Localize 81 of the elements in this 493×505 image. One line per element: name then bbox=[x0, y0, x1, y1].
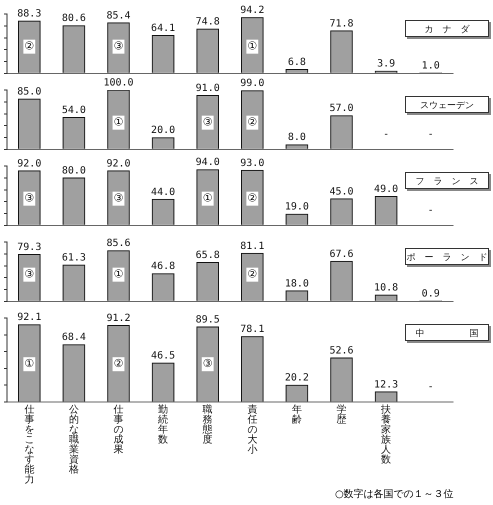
annotation: ③ bbox=[24, 192, 34, 205]
data-label: 74.8 bbox=[196, 16, 220, 28]
data-label: 92.0 bbox=[17, 158, 42, 170]
data-label: 0.9 bbox=[422, 288, 440, 300]
annotation: ① bbox=[114, 116, 124, 129]
data-label: 44.0 bbox=[151, 186, 176, 198]
annotation: ③ bbox=[202, 116, 213, 129]
text: - bbox=[428, 382, 434, 393]
annotation: ① bbox=[114, 268, 124, 281]
text: - bbox=[383, 128, 390, 140]
annotation: ② bbox=[247, 192, 258, 205]
data-label: 64.1 bbox=[151, 22, 176, 34]
data-label: 8.0 bbox=[288, 132, 306, 144]
data-label: 12.3 bbox=[374, 379, 398, 390]
data-label: 92.1 bbox=[17, 312, 42, 324]
text: ○数字は各国での１～３位 bbox=[335, 488, 454, 501]
annotation: ① bbox=[202, 192, 213, 205]
data-label: 85.4 bbox=[106, 10, 131, 22]
text: スウェーデン bbox=[420, 100, 474, 111]
data-label: 61.3 bbox=[62, 252, 86, 264]
data-label: 94.2 bbox=[240, 5, 264, 16]
annotation: ③ bbox=[114, 192, 124, 205]
data-label: 80.0 bbox=[62, 165, 86, 176]
data-label: 93.0 bbox=[240, 158, 264, 169]
data-label: 99.0 bbox=[240, 78, 264, 90]
annotation: ③ bbox=[202, 357, 213, 370]
x-tick-label: 年齢 bbox=[292, 404, 302, 426]
text: - bbox=[428, 128, 434, 140]
data-label: 65.8 bbox=[196, 250, 220, 261]
data-label: 1.0 bbox=[422, 60, 440, 72]
data-label: 85.6 bbox=[106, 238, 131, 250]
x-tick-label: 扶養家族人数 bbox=[380, 404, 392, 466]
data-label: 71.8 bbox=[329, 18, 354, 30]
annotation: ③ bbox=[114, 40, 124, 53]
text: カ ナ ダ bbox=[424, 24, 470, 35]
x-tick-label: 勤続年数 bbox=[157, 404, 168, 446]
text: ポ ー ラ ン ド bbox=[406, 252, 488, 263]
data-label: 94.0 bbox=[196, 157, 220, 168]
data-label: 49.0 bbox=[374, 184, 398, 195]
data-label: 79.3 bbox=[17, 242, 42, 253]
x-tick-label: 仕事をこなす能力 bbox=[24, 404, 34, 486]
annotation: ② bbox=[114, 357, 124, 370]
annotation: ② bbox=[247, 116, 258, 129]
x-tick-label: 責任の大小 bbox=[246, 404, 258, 456]
data-label: 92.0 bbox=[106, 158, 131, 170]
data-label: 88.3 bbox=[17, 8, 42, 20]
data-label: 3.9 bbox=[377, 58, 396, 70]
data-label: 91.2 bbox=[106, 312, 131, 324]
data-label: 78.1 bbox=[240, 324, 264, 335]
data-label: 89.5 bbox=[196, 314, 220, 326]
text: - bbox=[428, 204, 434, 216]
data-label: 45.0 bbox=[329, 186, 354, 198]
data-label: 54.0 bbox=[62, 104, 86, 116]
text: フ ラ ン ス bbox=[416, 176, 478, 187]
data-label: 10.8 bbox=[374, 282, 398, 294]
data-label: 100.0 bbox=[103, 78, 134, 89]
data-label: 52.6 bbox=[329, 345, 354, 356]
data-label: 80.6 bbox=[62, 13, 86, 24]
text: 中 国 bbox=[416, 328, 478, 339]
data-label: 46.5 bbox=[151, 350, 176, 362]
data-label: 57.0 bbox=[329, 103, 354, 114]
x-tick-label: 仕事の成果 bbox=[114, 404, 124, 456]
data-label: 81.1 bbox=[240, 240, 264, 252]
x-tick-label: 学歴 bbox=[336, 404, 346, 426]
annotation: ② bbox=[24, 40, 34, 53]
data-label: 6.8 bbox=[288, 56, 306, 68]
x-tick-label: 職務態度 bbox=[202, 404, 213, 446]
data-label: 91.0 bbox=[196, 82, 220, 94]
annotation: ① bbox=[24, 357, 34, 370]
annotation: ③ bbox=[24, 268, 34, 281]
annotation: ① bbox=[247, 40, 258, 53]
x-tick-label: 公的な職業資格 bbox=[68, 404, 79, 476]
data-label: 46.8 bbox=[151, 261, 176, 272]
data-label: 20.0 bbox=[151, 125, 176, 136]
data-label: 20.2 bbox=[284, 372, 309, 384]
data-label: 85.0 bbox=[17, 86, 42, 98]
annotation: ② bbox=[247, 268, 258, 281]
data-label: 18.0 bbox=[284, 278, 309, 290]
data-label: 67.6 bbox=[329, 248, 354, 260]
data-label: 68.4 bbox=[62, 332, 86, 344]
data-label: 19.0 bbox=[284, 202, 309, 213]
